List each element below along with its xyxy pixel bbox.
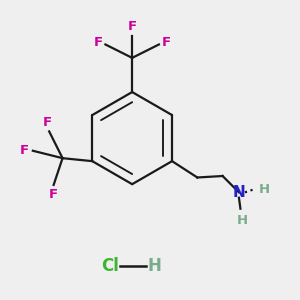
Text: F: F: [43, 116, 52, 129]
Text: H: H: [147, 257, 161, 275]
Text: H: H: [236, 214, 247, 227]
Text: F: F: [128, 20, 137, 33]
Text: F: F: [162, 37, 171, 50]
Text: F: F: [49, 188, 58, 201]
Text: H: H: [259, 183, 270, 196]
Text: F: F: [93, 37, 102, 50]
Text: Cl: Cl: [101, 257, 119, 275]
Text: N: N: [232, 185, 245, 200]
Text: F: F: [20, 144, 29, 157]
